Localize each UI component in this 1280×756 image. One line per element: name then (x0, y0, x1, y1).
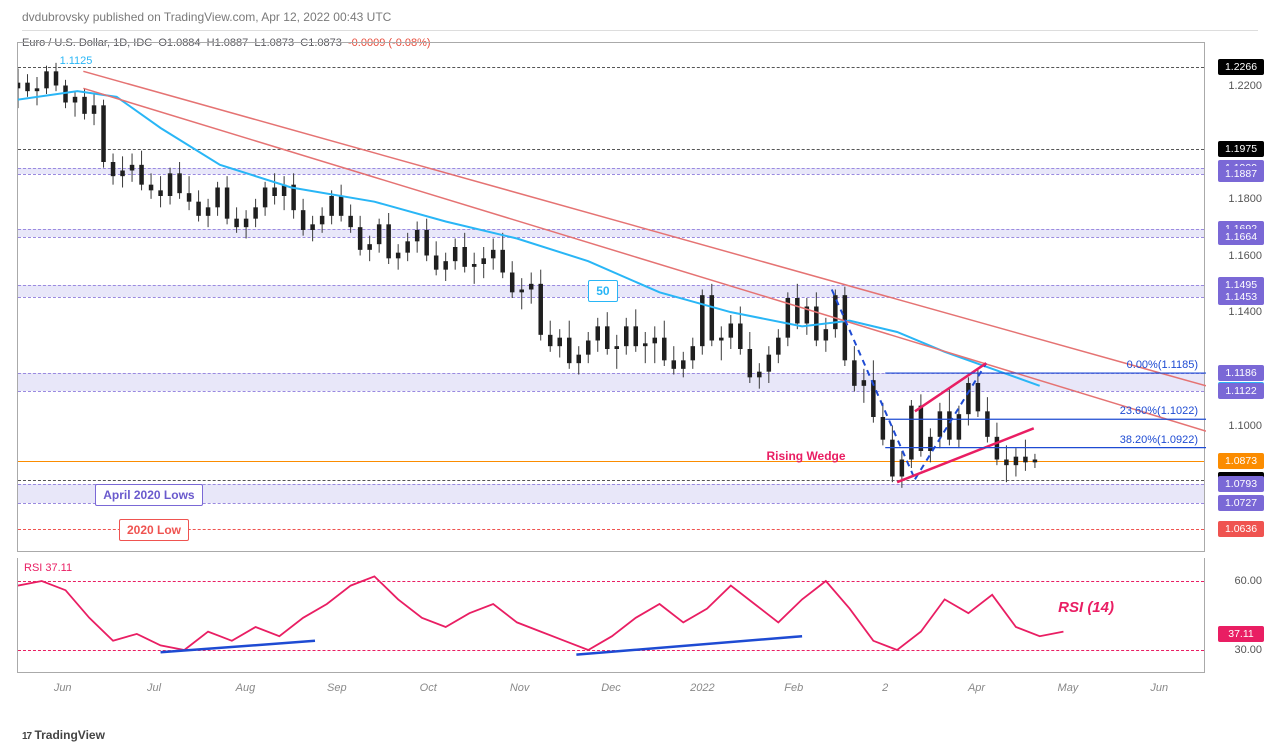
price-tag: 1.0793 (1218, 476, 1264, 492)
x-tick-label: Apr (968, 682, 985, 694)
x-tick-label: 2022 (690, 682, 714, 694)
fib-level-label: 23.60%(1.1022) (1120, 405, 1198, 417)
rising-wedge-label: Rising Wedge (766, 449, 845, 463)
price-tag: 1.1122 (1218, 383, 1264, 399)
chart-container: dvdubrovsky published on TradingView.com… (0, 0, 1280, 756)
y-tick-label: 1.1600 (1228, 250, 1262, 262)
april-2020-lows-label: April 2020 Lows (95, 484, 202, 506)
price-tag: 1.1975 (1218, 141, 1264, 157)
price-tag: 1.1186 (1218, 365, 1264, 381)
rsi-y-tick: 60.00 (1234, 575, 1262, 587)
high-price-label: 1.1125 (60, 55, 93, 67)
rsi-value-label: RSI 37.11 (24, 562, 72, 574)
2020-low-label: 2020 Low (119, 519, 189, 541)
fib-level-label: 38.20%(1.0922) (1120, 434, 1198, 446)
fib-level-label: 0.00%(1.1185) (1127, 359, 1198, 371)
x-tick-label: Sep (327, 682, 347, 694)
price-tag: 1.1664 (1218, 229, 1264, 245)
x-tick-label: 2 (882, 682, 888, 694)
x-tick-label: May (1058, 682, 1079, 694)
x-axis: Jun Jul Aug Sep Oct Nov Dec 2022 Feb 2 Apr May Jun (17, 678, 1205, 700)
rsi-svg (18, 558, 1206, 673)
footer-logo-icon: 17 (22, 731, 31, 742)
price-tag: 1.0873 (1218, 453, 1264, 469)
x-tick-label: Feb (784, 682, 803, 694)
price-tag: 1.1453 (1218, 289, 1264, 305)
y-tick-label: 1.1800 (1228, 193, 1262, 205)
y-tick-label: 1.2200 (1228, 80, 1262, 92)
x-tick-label: Jun (54, 682, 72, 694)
y-tick-label: 1.1000 (1228, 420, 1262, 432)
header-separator (22, 30, 1258, 31)
x-tick-label: Jul (147, 682, 161, 694)
price-tag: 1.0727 (1218, 495, 1264, 511)
x-tick-label: Nov (510, 682, 530, 694)
footer-text: TradingView (34, 728, 104, 742)
price-chart[interactable]: 0.00%(1.1185) 23.60%(1.1022) 38.20%(1.0922… (17, 42, 1205, 552)
x-tick-label: Jun (1150, 682, 1168, 694)
footer-brand: 17 TradingView (22, 728, 105, 742)
price-tag: 1.1887 (1218, 166, 1264, 182)
rsi-y-tick: 30.00 (1234, 644, 1262, 656)
price-tag: 1.0636 (1218, 521, 1264, 537)
byline: dvdubrovsky published on TradingView.com… (22, 10, 1258, 24)
rsi-current-tag: 37.11 (1218, 626, 1264, 642)
rsi-panel[interactable]: RSI 37.11RSI (14)60.0030.0037.11 (17, 558, 1205, 673)
x-tick-label: Aug (236, 682, 256, 694)
rsi-title-label: RSI (14) (1058, 599, 1114, 616)
ma50-label: 50 (588, 280, 617, 302)
price-tag: 1.2266 (1218, 59, 1264, 75)
y-tick-label: 1.1400 (1228, 306, 1262, 318)
x-tick-label: Dec (601, 682, 621, 694)
x-tick-label: Oct (420, 682, 437, 694)
